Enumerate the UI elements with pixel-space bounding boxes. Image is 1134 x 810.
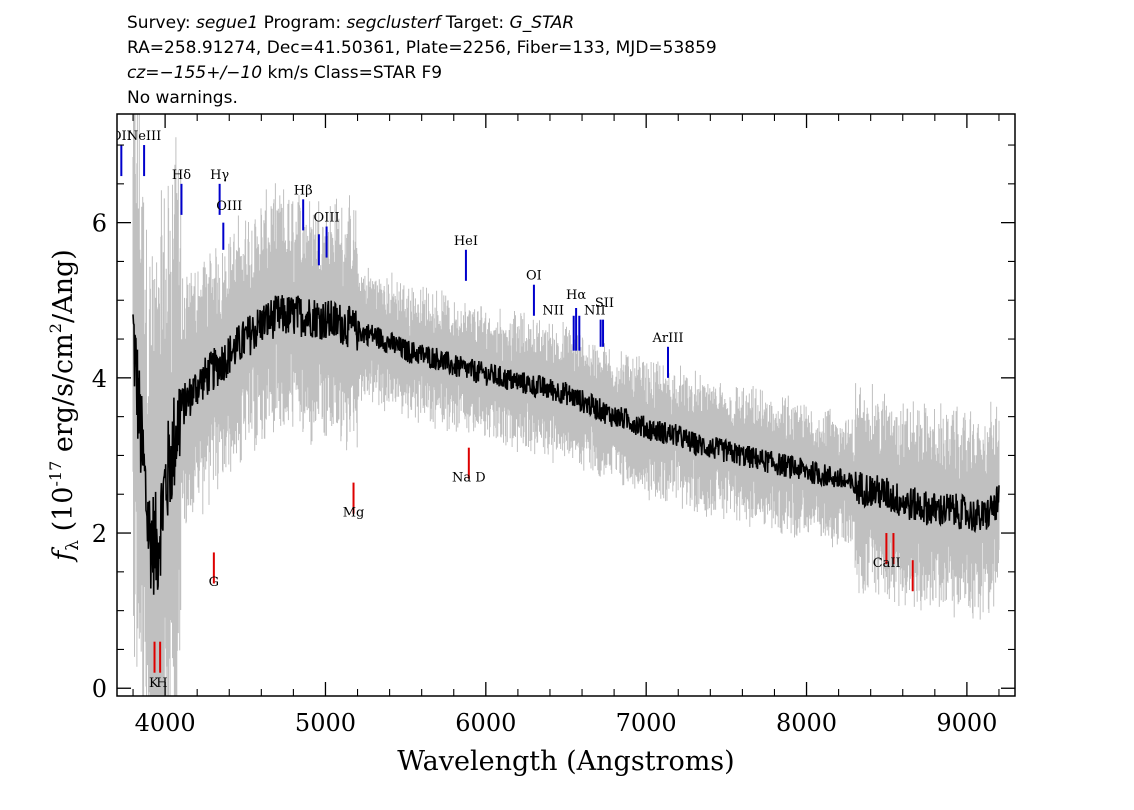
line-label: ArIII [651, 331, 683, 346]
x-tick-label: 5000 [295, 709, 356, 737]
x-tick-label: 6000 [455, 709, 516, 737]
flux-line [132, 295, 1000, 595]
x-tick-label: 9000 [936, 709, 997, 737]
x-tick-label: 8000 [776, 709, 837, 737]
x-tick-label: 7000 [616, 709, 677, 737]
line-label: CaII [873, 556, 901, 571]
line-label: Na D [452, 470, 486, 485]
line-label: Hδ [172, 168, 191, 183]
axis-ticks: 4000 5000 6000 7000 8000 9000 0 2 4 6 [92, 114, 1015, 737]
y-tick-label: 2 [92, 520, 107, 548]
x-tick-label: 4000 [135, 709, 196, 737]
line-label: K [149, 676, 159, 691]
error-band [132, 114, 1000, 696]
line-label: OII [111, 129, 132, 144]
header-line-1: Survey: segue1 Program: segclusterf Targ… [127, 13, 574, 33]
line-label: Hβ [294, 183, 313, 198]
y-tick-label: 6 [92, 210, 107, 238]
line-label: HeI [454, 234, 478, 249]
plot-frame [116, 113, 1016, 697]
line-label: Hγ [210, 168, 229, 183]
line-label: NeIII [127, 129, 161, 144]
header-line-3: cz=−155+/−10 km/s Class=STAR F9 [127, 63, 442, 83]
x-axis-label: Wavelength (Angstroms) [397, 746, 734, 777]
line-label: H [156, 676, 167, 691]
line-label: SII [595, 296, 614, 311]
line-label: G [209, 575, 219, 590]
header-line-2: RA=258.91274, Dec=41.50361, Plate=2256, … [127, 38, 717, 58]
line-label: NII [584, 304, 606, 319]
y-tick-label: 0 [92, 675, 107, 703]
line-label: OIII [216, 199, 242, 214]
line-label: OI [526, 269, 542, 284]
line-label: Mg [343, 505, 365, 520]
line-markers [120, 145, 914, 673]
y-tick-label: 4 [92, 365, 107, 393]
line-label: Hα [566, 288, 586, 303]
header-line-4: No warnings. [127, 88, 238, 108]
line-label: NII [542, 304, 564, 319]
line-label: OIII [314, 211, 340, 226]
y-axis-label: fλ (10-17 erg/s/cm2/Ang) [46, 249, 83, 563]
